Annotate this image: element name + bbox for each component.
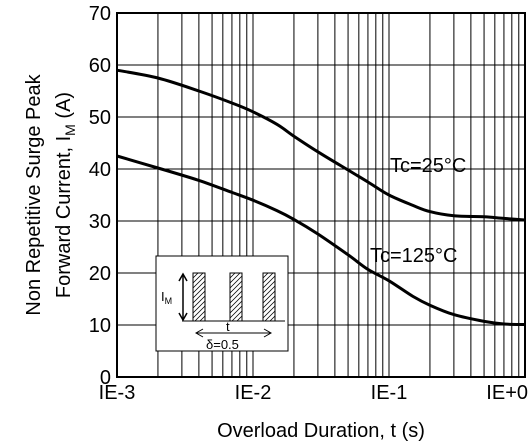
y-tick-label: 10 — [89, 315, 111, 337]
series-label-tc25: Tc=25°C — [390, 155, 466, 177]
pulse-hatch — [192, 272, 204, 284]
pulse-hatch — [229, 275, 243, 289]
grid-lines — [116, 12, 525, 378]
pulse-hatch — [262, 275, 276, 289]
pulse-hatch — [192, 285, 206, 299]
series-labels: Tc=25°C Tc=125°C — [370, 155, 466, 267]
pulse-hatch — [262, 285, 276, 299]
pulse-hatch — [262, 272, 269, 279]
period-arrow-head-left — [194, 328, 204, 338]
series-label-tc125: Tc=125°C — [370, 245, 458, 267]
pulse-hatch — [262, 295, 276, 309]
inset-duty-label: δ=0.5 — [206, 337, 239, 352]
y-axis-title: Non Repetitive Surge Peak Forward Curren… — [23, 73, 78, 315]
x-tick-label: IE-1 — [371, 382, 408, 404]
pulse-hatch — [192, 300, 206, 314]
y-tick-label: 50 — [89, 107, 111, 129]
period-arrow-head-right — [263, 328, 273, 338]
y-tick-label: 30 — [89, 211, 111, 233]
y-axis-title-line1: Non Repetitive Surge Peak — [23, 73, 45, 315]
pulse-hatch — [262, 280, 276, 294]
x-tick-label: IE-2 — [235, 382, 272, 404]
pulse-hatch — [192, 295, 206, 309]
pulse-hatch — [229, 295, 243, 309]
pulse-hatch — [262, 290, 276, 304]
pulse-hatch — [236, 315, 243, 322]
pulse-hatch — [231, 310, 243, 322]
pulse-hatch — [229, 300, 243, 314]
current-arrow-head-top — [178, 272, 188, 282]
pulse-hatch — [269, 315, 276, 322]
current-arrow-head-bottom — [178, 312, 188, 322]
inset-period-label: t — [226, 319, 230, 334]
y-tick-label: 70 — [89, 3, 111, 25]
y-tick-label: 20 — [89, 263, 111, 285]
y-tick-label: 0 — [100, 367, 111, 389]
series-line-tc25 — [116, 68, 526, 222]
pulse-hatch — [229, 272, 236, 279]
pulse-hatch — [262, 300, 276, 314]
pulse-hatch — [192, 305, 206, 319]
pulse-hatch — [192, 272, 199, 279]
pulse-hatch — [264, 310, 276, 322]
pulse-hatch — [262, 305, 276, 319]
pulse-hatch — [194, 310, 206, 322]
y-tick-label: 60 — [89, 55, 111, 77]
y-tick-label: 40 — [89, 159, 111, 181]
tick-labels: 0 10 20 30 40 50 60 70 IE-3 IE-2 IE-1 IE+0 — [89, 3, 528, 404]
x-axis-title: Overload Duration, t (s) — [217, 420, 425, 442]
pulse-hatch — [229, 305, 243, 319]
pulse-hatch — [229, 285, 243, 299]
pulse-hatch — [192, 275, 206, 289]
pulse-hatch — [229, 272, 241, 284]
series-lines — [116, 68, 526, 326]
pulse-hatch — [262, 272, 274, 284]
x-tick-label: IE-3 — [99, 382, 136, 404]
x-tick-label: IE+0 — [486, 382, 528, 404]
pulse-hatch — [192, 280, 206, 294]
series-line-tc125 — [116, 154, 526, 326]
pulse-hatch — [229, 280, 243, 294]
inset-current-label: IM — [161, 289, 172, 306]
pulse-train — [192, 272, 276, 322]
plot-frame — [116, 12, 526, 378]
pulse-hatch — [199, 315, 206, 322]
pulse-hatch — [192, 290, 206, 304]
pulse-hatch — [229, 290, 243, 304]
y-axis-title-line2: Forward Current, IM (A) — [53, 92, 78, 298]
pulse-inset: IM t δ=0.5 — [155, 255, 289, 352]
